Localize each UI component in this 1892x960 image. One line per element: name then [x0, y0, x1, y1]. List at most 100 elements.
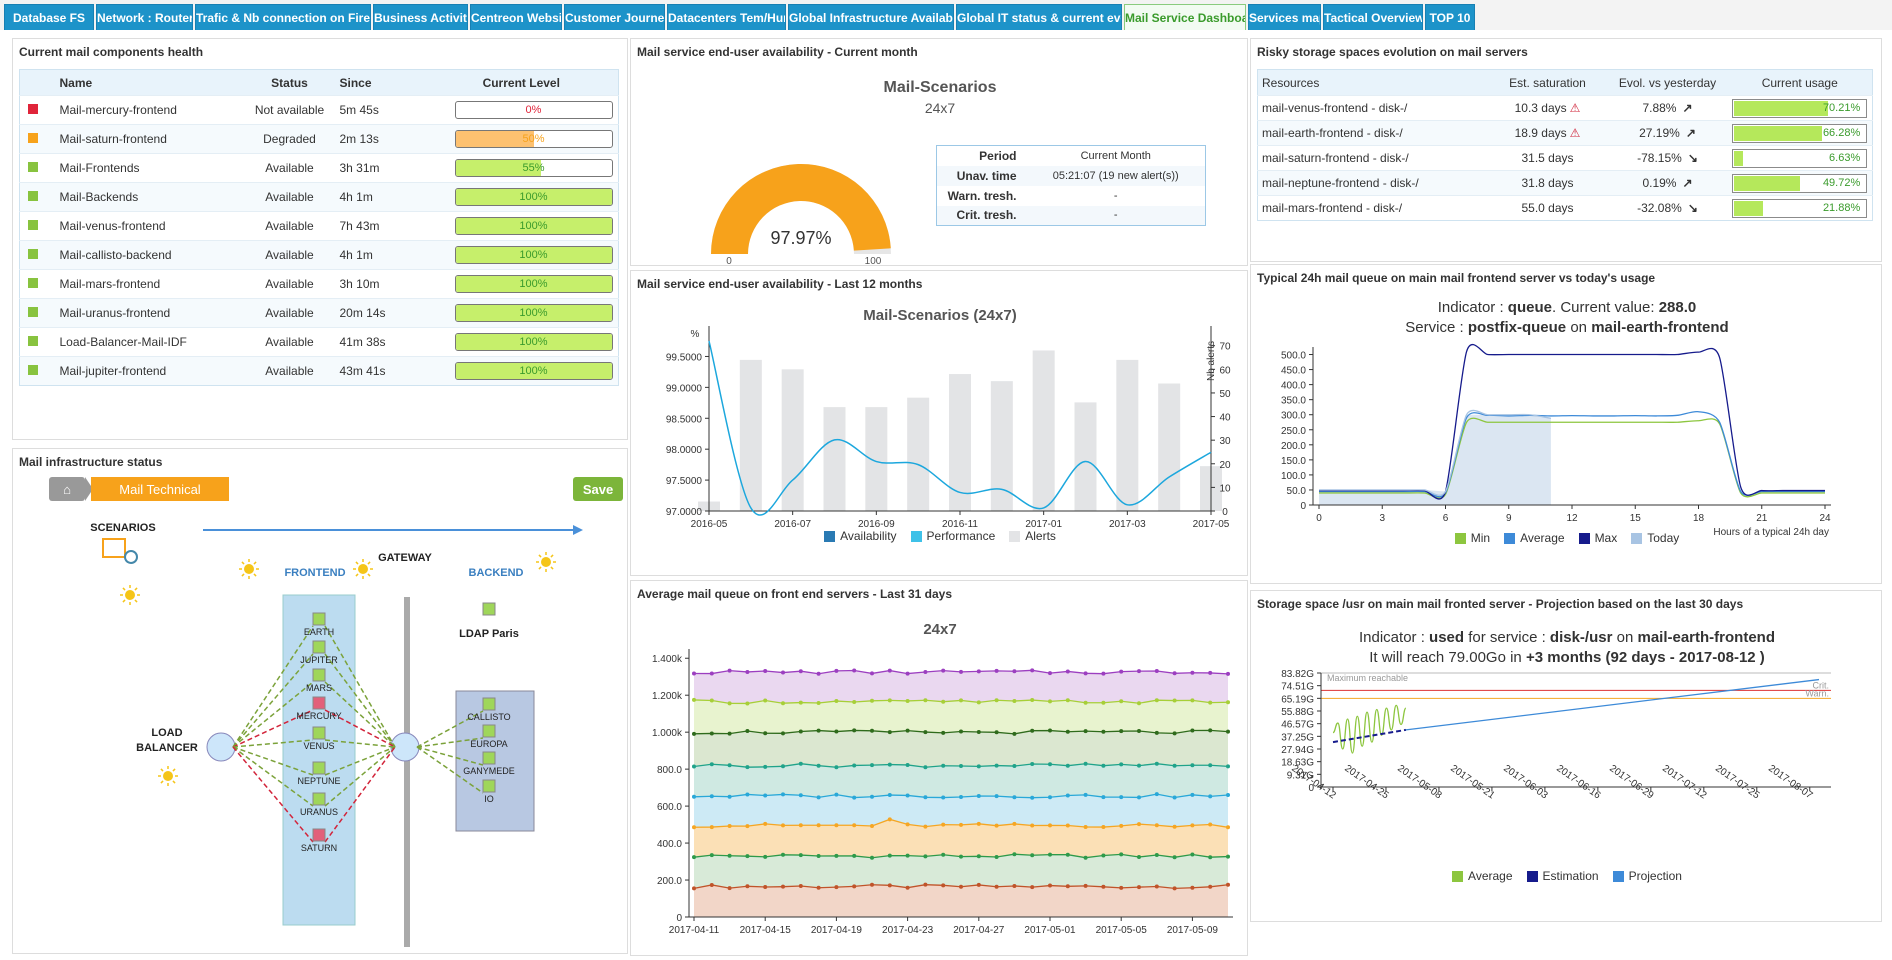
- data-point: [816, 671, 821, 676]
- data-point: [852, 823, 857, 828]
- component-status: Available: [239, 269, 340, 299]
- level-cell: 100%: [424, 327, 619, 357]
- data-point: [994, 884, 999, 889]
- data-point: [959, 822, 963, 827]
- data-point: [976, 882, 981, 887]
- data-point: [1083, 792, 1088, 797]
- frontend-node-venus[interactable]: [312, 726, 326, 740]
- tab-database-fs[interactable]: Database FS: [4, 4, 94, 30]
- tab-customer-journey[interactable]: Customer Journey: [564, 4, 665, 30]
- component-name: Mail-saturn-frontend: [59, 124, 240, 154]
- tab-trafic-nb-connection-on-firewall[interactable]: Trafic & Nb connection on Firewall: [195, 4, 371, 30]
- frontend-node-uranus[interactable]: [312, 792, 326, 806]
- flow-arrow-head: [573, 525, 583, 535]
- col-since: Since: [339, 69, 425, 96]
- data-point: [1012, 795, 1017, 800]
- data-point: [1137, 855, 1141, 860]
- sun-ray: [160, 780, 164, 784]
- text-part: It will reach 79.00Go in: [1369, 649, 1526, 666]
- data-point: [1154, 669, 1159, 674]
- frontend-node-mars[interactable]: [312, 668, 326, 682]
- col-status: Status: [239, 69, 340, 96]
- link-line: [416, 710, 484, 748]
- data-point: [1137, 795, 1141, 800]
- backend-node-callisto[interactable]: [482, 697, 496, 711]
- legend-label: Average: [1520, 531, 1565, 545]
- backend-node-europa[interactable]: [482, 724, 496, 738]
- level-fill: [455, 334, 612, 350]
- data-point: [1048, 699, 1052, 704]
- text-part: . Current value:: [1551, 299, 1659, 316]
- scenario-icon: [102, 538, 126, 558]
- link-line: [324, 746, 396, 807]
- frontend-node-saturn[interactable]: [312, 828, 326, 842]
- data-point: [1012, 883, 1017, 888]
- data-point: [1154, 698, 1159, 703]
- evolution-value: -32.08%: [1637, 201, 1682, 215]
- info-row: Unav. time 05:21:07 (19 new alert(s)): [936, 165, 1206, 186]
- component-status: Available: [239, 211, 340, 241]
- tab-network-routers[interactable]: Network : Routers: [96, 4, 193, 30]
- table-row: Mail-Backends Available 4h 1m 100%: [19, 182, 619, 212]
- tab-services-map[interactable]: Services map: [1248, 4, 1321, 30]
- level-text: 100%: [519, 307, 548, 319]
- component-name: Mail-uranus-frontend: [59, 298, 240, 328]
- availability-gauge: 97.97% 0 100: [711, 163, 891, 264]
- y-tick-label: 99.5000: [666, 352, 703, 363]
- data-point: [727, 853, 732, 858]
- tab-global-it-status-current-events[interactable]: Global IT status & current events: [956, 4, 1122, 30]
- col-saturation: Est. saturation: [1487, 69, 1608, 96]
- frontend-node-jupiter[interactable]: [312, 640, 326, 654]
- frontend-node-earth[interactable]: [312, 612, 326, 626]
- data-point: [798, 669, 803, 674]
- backend-node-io[interactable]: [482, 779, 496, 793]
- y-tick-label: 18.63G: [1281, 758, 1314, 769]
- x-tick-label: 9: [1506, 513, 1512, 524]
- info-label: Warn. tresh.: [947, 188, 1017, 203]
- data-point: [923, 765, 928, 770]
- data-point: [798, 884, 803, 889]
- data-point: [941, 699, 946, 704]
- legend-swatch: [1526, 870, 1538, 882]
- frontend-node-label: NEPTUNE: [297, 776, 340, 786]
- frontend-node-neptune[interactable]: [312, 761, 326, 775]
- resource-name: mail-earth-frontend - disk-/: [1257, 120, 1488, 146]
- data-point: [781, 792, 785, 797]
- component-since: 5m 45s: [339, 95, 425, 125]
- tab-datacenters-tem-hum[interactable]: Datacenters Tem/Hum: [667, 4, 786, 30]
- table-row: mail-neptune-frontend - disk-/ 31.8 days 0…: [1257, 170, 1873, 196]
- data-point: [887, 883, 892, 888]
- data-point: [1083, 824, 1088, 829]
- link-line: [232, 653, 314, 748]
- data-point: [1226, 854, 1230, 859]
- data-point: [1101, 884, 1106, 889]
- data-point: [1119, 699, 1124, 704]
- component-status: Available: [239, 356, 340, 386]
- data-point: [1065, 884, 1070, 889]
- alert-bar: [990, 381, 1013, 511]
- host-name: mail-earth-frontend: [1591, 319, 1729, 336]
- tab-tactical-overview[interactable]: Tactical Overview: [1323, 4, 1423, 30]
- tab-global-infrastructure-availability[interactable]: Global Infrastructure Availability: [788, 4, 954, 30]
- tab-centreon-website[interactable]: Centreon Website: [470, 4, 562, 30]
- panel-title: Risky storage spaces evolution on mail s…: [1257, 45, 1528, 59]
- tab-mail-service-dashboard[interactable]: Mail Service Dashboard: [1124, 4, 1246, 30]
- data-point: [798, 853, 803, 858]
- ldap-node[interactable]: [482, 602, 496, 616]
- alert-bar: [1074, 402, 1097, 511]
- crit-label: Crit.: [1813, 680, 1830, 690]
- tab-business-activity[interactable]: Business Activity: [373, 4, 468, 30]
- tab-top-10[interactable]: TOP 10: [1425, 4, 1475, 30]
- resource-name: mail-venus-frontend - disk-/: [1257, 95, 1488, 121]
- right-axis-label: Nb alerts: [1206, 341, 1217, 381]
- component-since: 43m 41s: [339, 356, 425, 386]
- data-point: [745, 824, 750, 829]
- legend-swatch: [910, 530, 922, 542]
- legend-item: Today: [1631, 531, 1679, 545]
- backend-node-ganymede[interactable]: [482, 751, 496, 765]
- level-bar: 100%: [454, 362, 613, 380]
- component-status: Degraded: [239, 124, 340, 154]
- save-button[interactable]: [573, 477, 623, 501]
- frontend-node-mercury[interactable]: [312, 696, 326, 710]
- data-point: [976, 730, 981, 735]
